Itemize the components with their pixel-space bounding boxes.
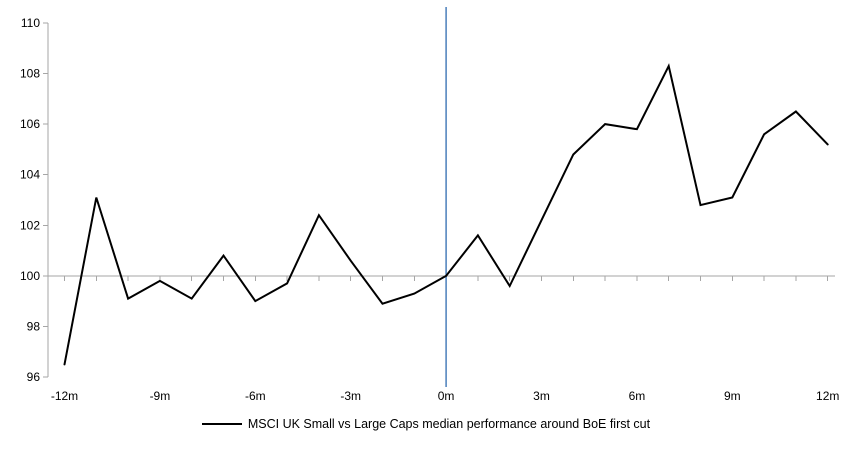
y-axis-label: 102 — [20, 218, 40, 232]
y-axis-label: 104 — [20, 168, 40, 182]
y-axis-label: 108 — [20, 67, 40, 81]
y-axis-label: 100 — [20, 269, 40, 283]
y-axis-label: 110 — [21, 16, 40, 30]
legend-label: MSCI UK Small vs Large Caps median perfo… — [247, 417, 651, 431]
x-axis-label: 0m — [438, 389, 455, 403]
series-line — [63, 63, 829, 366]
x-axis-label: 12m — [816, 389, 839, 403]
x-axis-label: -12m — [51, 389, 78, 403]
x-axis-label: -3m — [340, 389, 361, 403]
legend: MSCI UK Small vs Large Caps median perfo… — [0, 417, 852, 431]
x-axis-label: 9m — [724, 389, 741, 403]
x-axis-label: 3m — [533, 389, 550, 403]
y-axis-label: 98 — [27, 319, 41, 333]
y-axis-label: 106 — [20, 117, 40, 131]
legend-line-swatch — [201, 423, 242, 425]
x-axis-label: 6m — [629, 389, 646, 403]
x-axis-label: -9m — [150, 389, 171, 403]
y-axis-label: 96 — [27, 370, 41, 384]
x-axis-label: -6m — [245, 389, 266, 403]
